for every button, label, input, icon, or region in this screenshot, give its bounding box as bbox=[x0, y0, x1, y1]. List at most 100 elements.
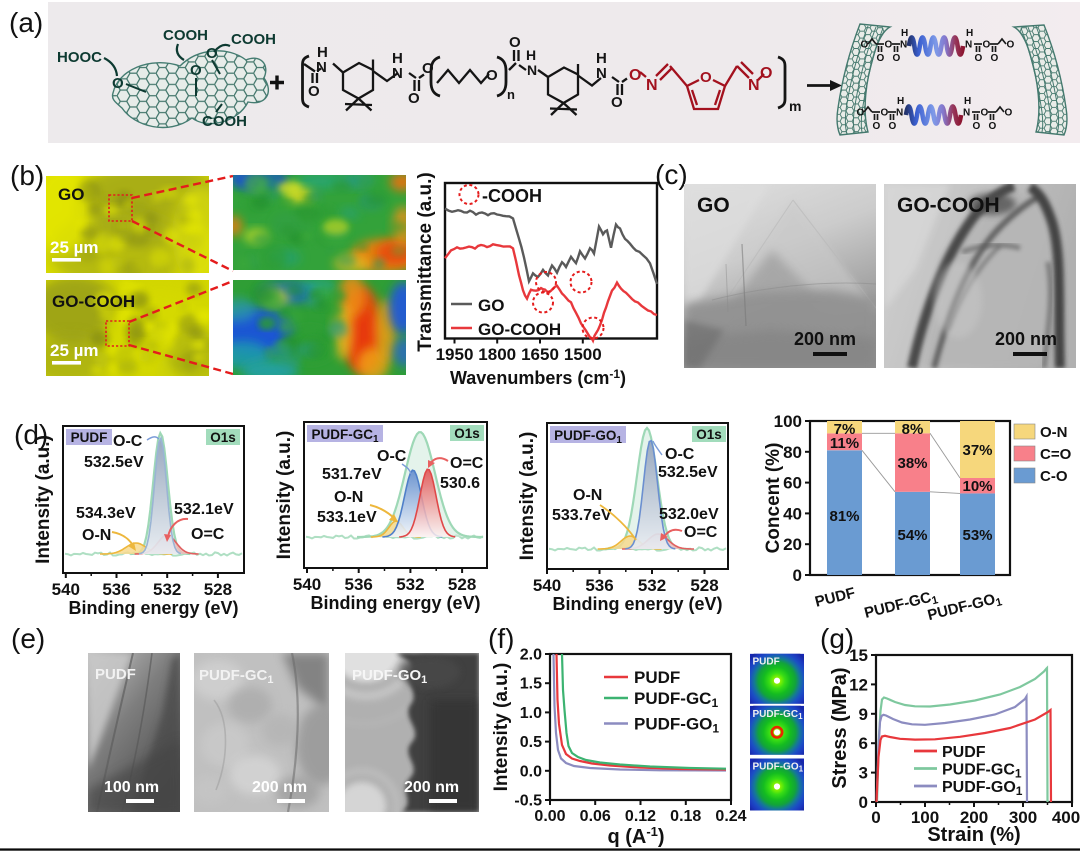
svg-text:O1s: O1s bbox=[696, 427, 722, 442]
svg-text:Strain (%): Strain (%) bbox=[927, 824, 1020, 846]
svg-text:PUDF-GC1: PUDF-GC1 bbox=[942, 762, 1022, 781]
svg-text:540: 540 bbox=[52, 580, 80, 599]
svg-text:O: O bbox=[509, 34, 521, 51]
svg-text:Intensity (a.u.): Intensity (a.u.) bbox=[517, 432, 538, 561]
svg-text:Binding energy (eV): Binding energy (eV) bbox=[310, 593, 480, 613]
svg-text:GO: GO bbox=[697, 194, 730, 217]
svg-text:O: O bbox=[861, 40, 869, 51]
svg-text:O=C: O=C bbox=[191, 526, 225, 543]
svg-text:Stress (MPa): Stress (MPa) bbox=[829, 667, 851, 788]
svg-text:0: 0 bbox=[871, 808, 880, 827]
svg-text:Intensity (a.u.): Intensity (a.u.) bbox=[274, 431, 295, 560]
svg-text:PUDF: PUDF bbox=[753, 657, 780, 668]
svg-text:100 nm: 100 nm bbox=[104, 779, 159, 796]
svg-text:1.5: 1.5 bbox=[520, 676, 542, 693]
svg-text:(a): (a) bbox=[9, 7, 43, 38]
svg-text:H: H bbox=[596, 50, 607, 67]
svg-text:N: N bbox=[527, 62, 537, 78]
svg-text:81%: 81% bbox=[829, 508, 859, 525]
svg-text:O: O bbox=[889, 121, 897, 132]
svg-text:PUDF-GC1: PUDF-GC1 bbox=[311, 427, 379, 445]
svg-text:528: 528 bbox=[448, 575, 476, 594]
svg-text:O: O bbox=[989, 121, 997, 132]
svg-text:N: N bbox=[963, 108, 970, 119]
svg-text:O: O bbox=[981, 108, 989, 119]
svg-text:531.7eV: 531.7eV bbox=[322, 466, 382, 483]
svg-text:H: H bbox=[964, 96, 971, 107]
svg-text:COOH: COOH bbox=[202, 113, 247, 130]
svg-text:O: O bbox=[1005, 108, 1013, 119]
svg-text:Concent (%): Concent (%) bbox=[763, 443, 784, 554]
svg-text:O: O bbox=[190, 62, 202, 79]
svg-text:536: 536 bbox=[102, 580, 130, 599]
svg-text:0.06: 0.06 bbox=[580, 808, 611, 825]
svg-text:534.3eV: 534.3eV bbox=[76, 505, 136, 522]
svg-text:0: 0 bbox=[793, 566, 802, 585]
svg-text:12: 12 bbox=[849, 675, 868, 694]
svg-text:(c): (c) bbox=[655, 159, 688, 190]
svg-text:N: N bbox=[316, 59, 327, 76]
svg-text:O: O bbox=[973, 121, 981, 132]
svg-text:PUDF-GC1: PUDF-GC1 bbox=[753, 709, 804, 721]
svg-text:H: H bbox=[897, 96, 904, 107]
svg-text:(g): (g) bbox=[820, 623, 854, 654]
svg-text:O: O bbox=[611, 94, 623, 111]
svg-text:-COOH: -COOH bbox=[482, 186, 542, 206]
svg-text:Wavenumbers (cm-1): Wavenumbers (cm-1) bbox=[450, 367, 626, 388]
svg-text:O=C: O=C bbox=[684, 524, 718, 541]
svg-text:PUDF-GC1: PUDF-GC1 bbox=[199, 667, 273, 686]
svg-text:Transmittance (a.u.): Transmittance (a.u.) bbox=[415, 172, 436, 352]
svg-text:540: 540 bbox=[533, 576, 561, 595]
svg-text:11%: 11% bbox=[830, 435, 859, 452]
svg-text:Binding energy (eV): Binding energy (eV) bbox=[68, 598, 238, 618]
svg-text:1.0: 1.0 bbox=[520, 705, 542, 722]
svg-text:100: 100 bbox=[774, 412, 802, 431]
svg-text:80: 80 bbox=[783, 443, 802, 462]
svg-text:536: 536 bbox=[345, 575, 373, 594]
svg-text:O-N: O-N bbox=[334, 489, 363, 506]
svg-text:O: O bbox=[873, 121, 881, 132]
svg-text:COOH: COOH bbox=[163, 27, 208, 44]
svg-text:O: O bbox=[408, 90, 420, 107]
svg-text:H: H bbox=[966, 28, 973, 39]
svg-text:0.12: 0.12 bbox=[625, 808, 656, 825]
svg-text:O: O bbox=[885, 40, 893, 51]
svg-text:6: 6 bbox=[859, 734, 868, 753]
svg-text:PUDF-GO1: PUDF-GO1 bbox=[352, 667, 427, 686]
svg-text:200 nm: 200 nm bbox=[404, 779, 459, 796]
svg-text:O: O bbox=[857, 108, 865, 119]
svg-text:0: 0 bbox=[859, 793, 868, 812]
svg-text:(f): (f) bbox=[488, 623, 514, 654]
svg-text:O: O bbox=[206, 45, 218, 62]
svg-text:25 µm: 25 µm bbox=[50, 341, 99, 360]
svg-text:N: N bbox=[896, 108, 903, 119]
svg-text:(d): (d) bbox=[14, 419, 48, 450]
svg-text:N: N bbox=[392, 65, 403, 82]
svg-text:O-N: O-N bbox=[573, 487, 602, 504]
svg-text:O: O bbox=[991, 53, 999, 64]
svg-text:N: N bbox=[965, 40, 972, 51]
svg-text:200 nm: 200 nm bbox=[252, 779, 307, 796]
svg-text:O: O bbox=[629, 67, 641, 84]
svg-text:H: H bbox=[392, 50, 403, 67]
svg-text:O: O bbox=[308, 83, 320, 100]
svg-text:O-C: O-C bbox=[377, 448, 407, 465]
svg-text:536: 536 bbox=[585, 576, 613, 595]
svg-text:N: N bbox=[646, 77, 658, 94]
svg-text:N: N bbox=[748, 77, 760, 94]
svg-text:0.24: 0.24 bbox=[715, 808, 746, 825]
svg-text:O-C: O-C bbox=[665, 446, 695, 463]
svg-text:PUDF: PUDF bbox=[71, 430, 108, 445]
svg-text:PUDF-GC1: PUDF-GC1 bbox=[634, 689, 718, 710]
svg-text:O: O bbox=[983, 40, 991, 51]
svg-text:540: 540 bbox=[293, 575, 321, 594]
svg-text:GO: GO bbox=[478, 296, 504, 315]
svg-text:20: 20 bbox=[783, 535, 802, 554]
svg-text:532: 532 bbox=[396, 575, 424, 594]
svg-text:m: m bbox=[789, 98, 801, 114]
svg-text:0.00: 0.00 bbox=[534, 808, 565, 825]
svg-text:O: O bbox=[877, 53, 885, 64]
svg-text:1650: 1650 bbox=[521, 345, 559, 364]
svg-text:528: 528 bbox=[204, 580, 232, 599]
svg-text:PUDF-GO1: PUDF-GO1 bbox=[554, 428, 622, 446]
